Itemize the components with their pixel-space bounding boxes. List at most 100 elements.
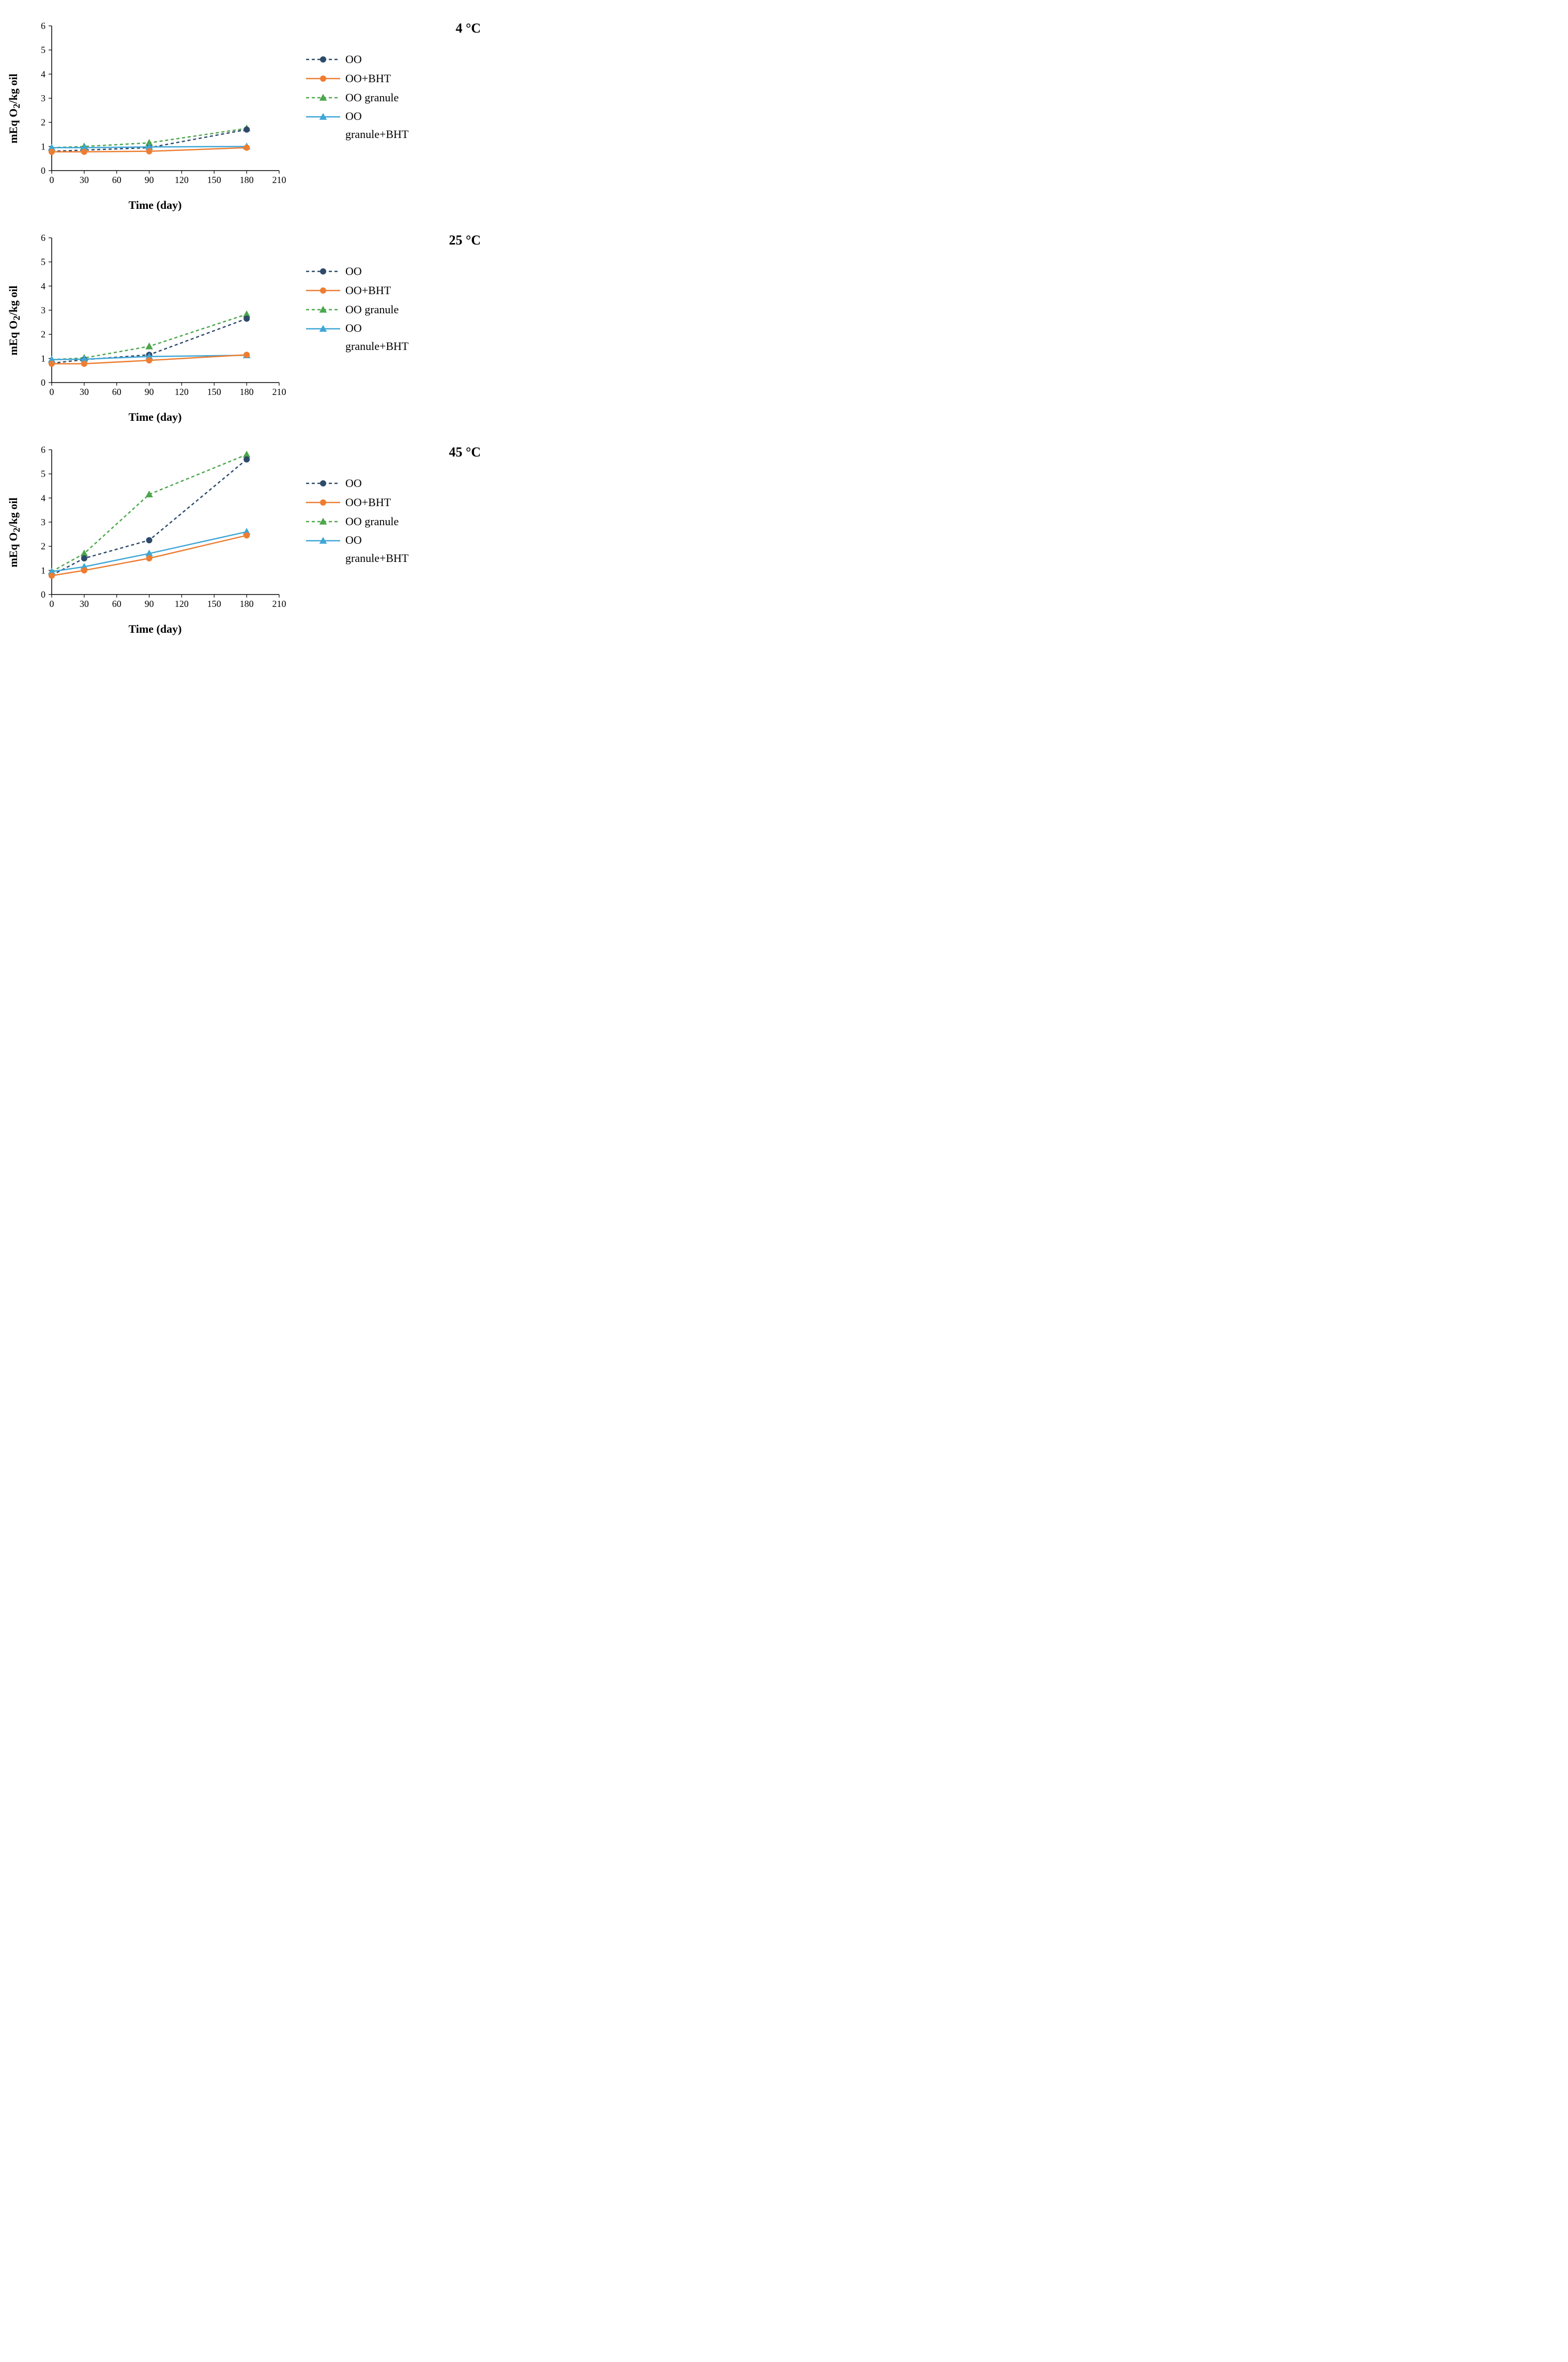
legend-item-oo: OO <box>305 476 408 492</box>
legend-swatch-icon <box>305 324 341 334</box>
legend-swatch-icon <box>305 516 341 527</box>
svg-text:30: 30 <box>80 175 89 185</box>
svg-text:0: 0 <box>50 175 54 185</box>
legend-swatch-icon <box>305 73 341 84</box>
svg-text:3: 3 <box>41 93 45 103</box>
legend-label: OO <box>345 476 362 492</box>
legend-item-oo_gran_bht-line2: granule+BHT <box>305 552 408 565</box>
svg-text:2: 2 <box>41 117 45 128</box>
legend-item-oo_bht: OO+BHT <box>305 71 408 87</box>
legend-item-oo_gran_bht: OO <box>305 321 408 337</box>
svg-text:6: 6 <box>41 21 45 31</box>
svg-text:0: 0 <box>41 165 45 176</box>
side-col-0: 4 °C OO OO+BHT OO granule OO granule+BHT <box>290 21 486 144</box>
legend-label: OO <box>345 52 362 68</box>
side-col-2: 45 °C OO OO+BHT OO granule OO granule+BHT <box>290 445 486 568</box>
legend-label: OO <box>345 532 362 548</box>
svg-text:90: 90 <box>145 387 154 397</box>
legend-swatch-icon <box>305 112 341 122</box>
legend-item-oo_gran: OO granule <box>305 90 408 106</box>
temperature-label: 25 °C <box>449 233 486 248</box>
svg-text:6: 6 <box>41 233 45 243</box>
legend-item-oo_gran_bht-line2: granule+BHT <box>305 128 408 141</box>
svg-text:180: 180 <box>240 175 254 185</box>
x-axis-title: Time (day) <box>21 622 290 636</box>
svg-text:1: 1 <box>41 565 45 575</box>
legend-label: OO granule <box>345 302 399 318</box>
svg-text:60: 60 <box>112 387 121 397</box>
svg-text:2: 2 <box>41 541 45 552</box>
legend-label: OO+BHT <box>345 283 391 299</box>
svg-text:2: 2 <box>41 329 45 340</box>
x-axis-title: Time (day) <box>21 199 290 212</box>
legend-item-oo_gran: OO granule <box>305 302 408 318</box>
legend: OO OO+BHT OO granule OO granule+BHT <box>305 476 408 568</box>
chart-2: 03060901201501802100123456mEq O2/kg oil <box>21 445 290 620</box>
svg-text:60: 60 <box>112 175 121 185</box>
svg-text:150: 150 <box>207 599 221 609</box>
legend-label: OO+BHT <box>345 495 391 511</box>
legend-item-oo: OO <box>305 264 408 280</box>
legend-swatch-icon <box>305 478 341 489</box>
temperature-label: 45 °C <box>449 445 486 460</box>
legend-label: granule+BHT <box>345 128 408 141</box>
legend-label: OO <box>345 264 362 280</box>
legend-swatch-icon <box>305 266 341 277</box>
legend-swatch-icon <box>305 304 341 315</box>
legend-label: granule+BHT <box>345 552 408 565</box>
svg-text:0: 0 <box>41 377 45 388</box>
svg-text:5: 5 <box>41 257 45 267</box>
svg-text:180: 180 <box>240 599 254 609</box>
figure-stack: 03060901201501802100123456mEq O2/kg oilT… <box>21 21 486 636</box>
legend-swatch-icon <box>305 285 341 296</box>
legend-swatch-icon <box>305 497 341 508</box>
legend: OO OO+BHT OO granule OO granule+BHT <box>305 52 408 144</box>
svg-text:3: 3 <box>41 517 45 527</box>
svg-text:120: 120 <box>175 387 189 397</box>
svg-text:0: 0 <box>50 387 54 397</box>
svg-text:120: 120 <box>175 599 189 609</box>
legend-label: OO granule <box>345 514 399 530</box>
svg-text:4: 4 <box>41 493 45 503</box>
legend-swatch-icon <box>305 54 341 65</box>
svg-text:1: 1 <box>41 353 45 363</box>
svg-text:30: 30 <box>80 387 89 397</box>
y-axis-title: mEq O2/kg oil <box>7 497 22 567</box>
legend-label: OO+BHT <box>345 71 391 87</box>
y-axis-title: mEq O2/kg oil <box>7 285 22 355</box>
legend-label: granule+BHT <box>345 340 408 353</box>
svg-text:210: 210 <box>272 387 286 397</box>
legend-item-oo_gran_bht: OO <box>305 532 408 548</box>
legend-swatch-icon <box>305 536 341 546</box>
svg-text:30: 30 <box>80 599 89 609</box>
svg-text:4: 4 <box>41 281 45 291</box>
chart-0: 03060901201501802100123456mEq O2/kg oil <box>21 21 290 196</box>
legend-item-oo_gran: OO granule <box>305 514 408 530</box>
svg-text:90: 90 <box>145 175 154 185</box>
svg-text:0: 0 <box>41 589 45 600</box>
svg-text:4: 4 <box>41 69 45 79</box>
svg-text:150: 150 <box>207 175 221 185</box>
svg-text:1: 1 <box>41 141 45 151</box>
svg-text:5: 5 <box>41 45 45 55</box>
legend-label: OO <box>345 321 362 337</box>
legend-swatch-icon <box>305 93 341 103</box>
svg-text:120: 120 <box>175 175 189 185</box>
legend-label: OO granule <box>345 90 399 106</box>
chart-1: 03060901201501802100123456mEq O2/kg oil <box>21 233 290 408</box>
svg-text:0: 0 <box>50 599 54 609</box>
panel-0: 03060901201501802100123456mEq O2/kg oilT… <box>21 21 486 212</box>
legend-label: OO <box>345 109 362 125</box>
legend-item-oo_bht: OO+BHT <box>305 495 408 511</box>
svg-text:150: 150 <box>207 387 221 397</box>
legend-item-oo_gran_bht: OO <box>305 109 408 125</box>
x-axis-title: Time (day) <box>21 410 290 424</box>
svg-text:5: 5 <box>41 469 45 479</box>
svg-text:180: 180 <box>240 387 254 397</box>
svg-text:90: 90 <box>145 599 154 609</box>
svg-text:210: 210 <box>272 175 286 185</box>
legend-item-oo_bht: OO+BHT <box>305 283 408 299</box>
side-col-1: 25 °C OO OO+BHT OO granule OO granule+BHT <box>290 233 486 356</box>
temperature-label: 4 °C <box>455 21 486 36</box>
legend: OO OO+BHT OO granule OO granule+BHT <box>305 264 408 356</box>
